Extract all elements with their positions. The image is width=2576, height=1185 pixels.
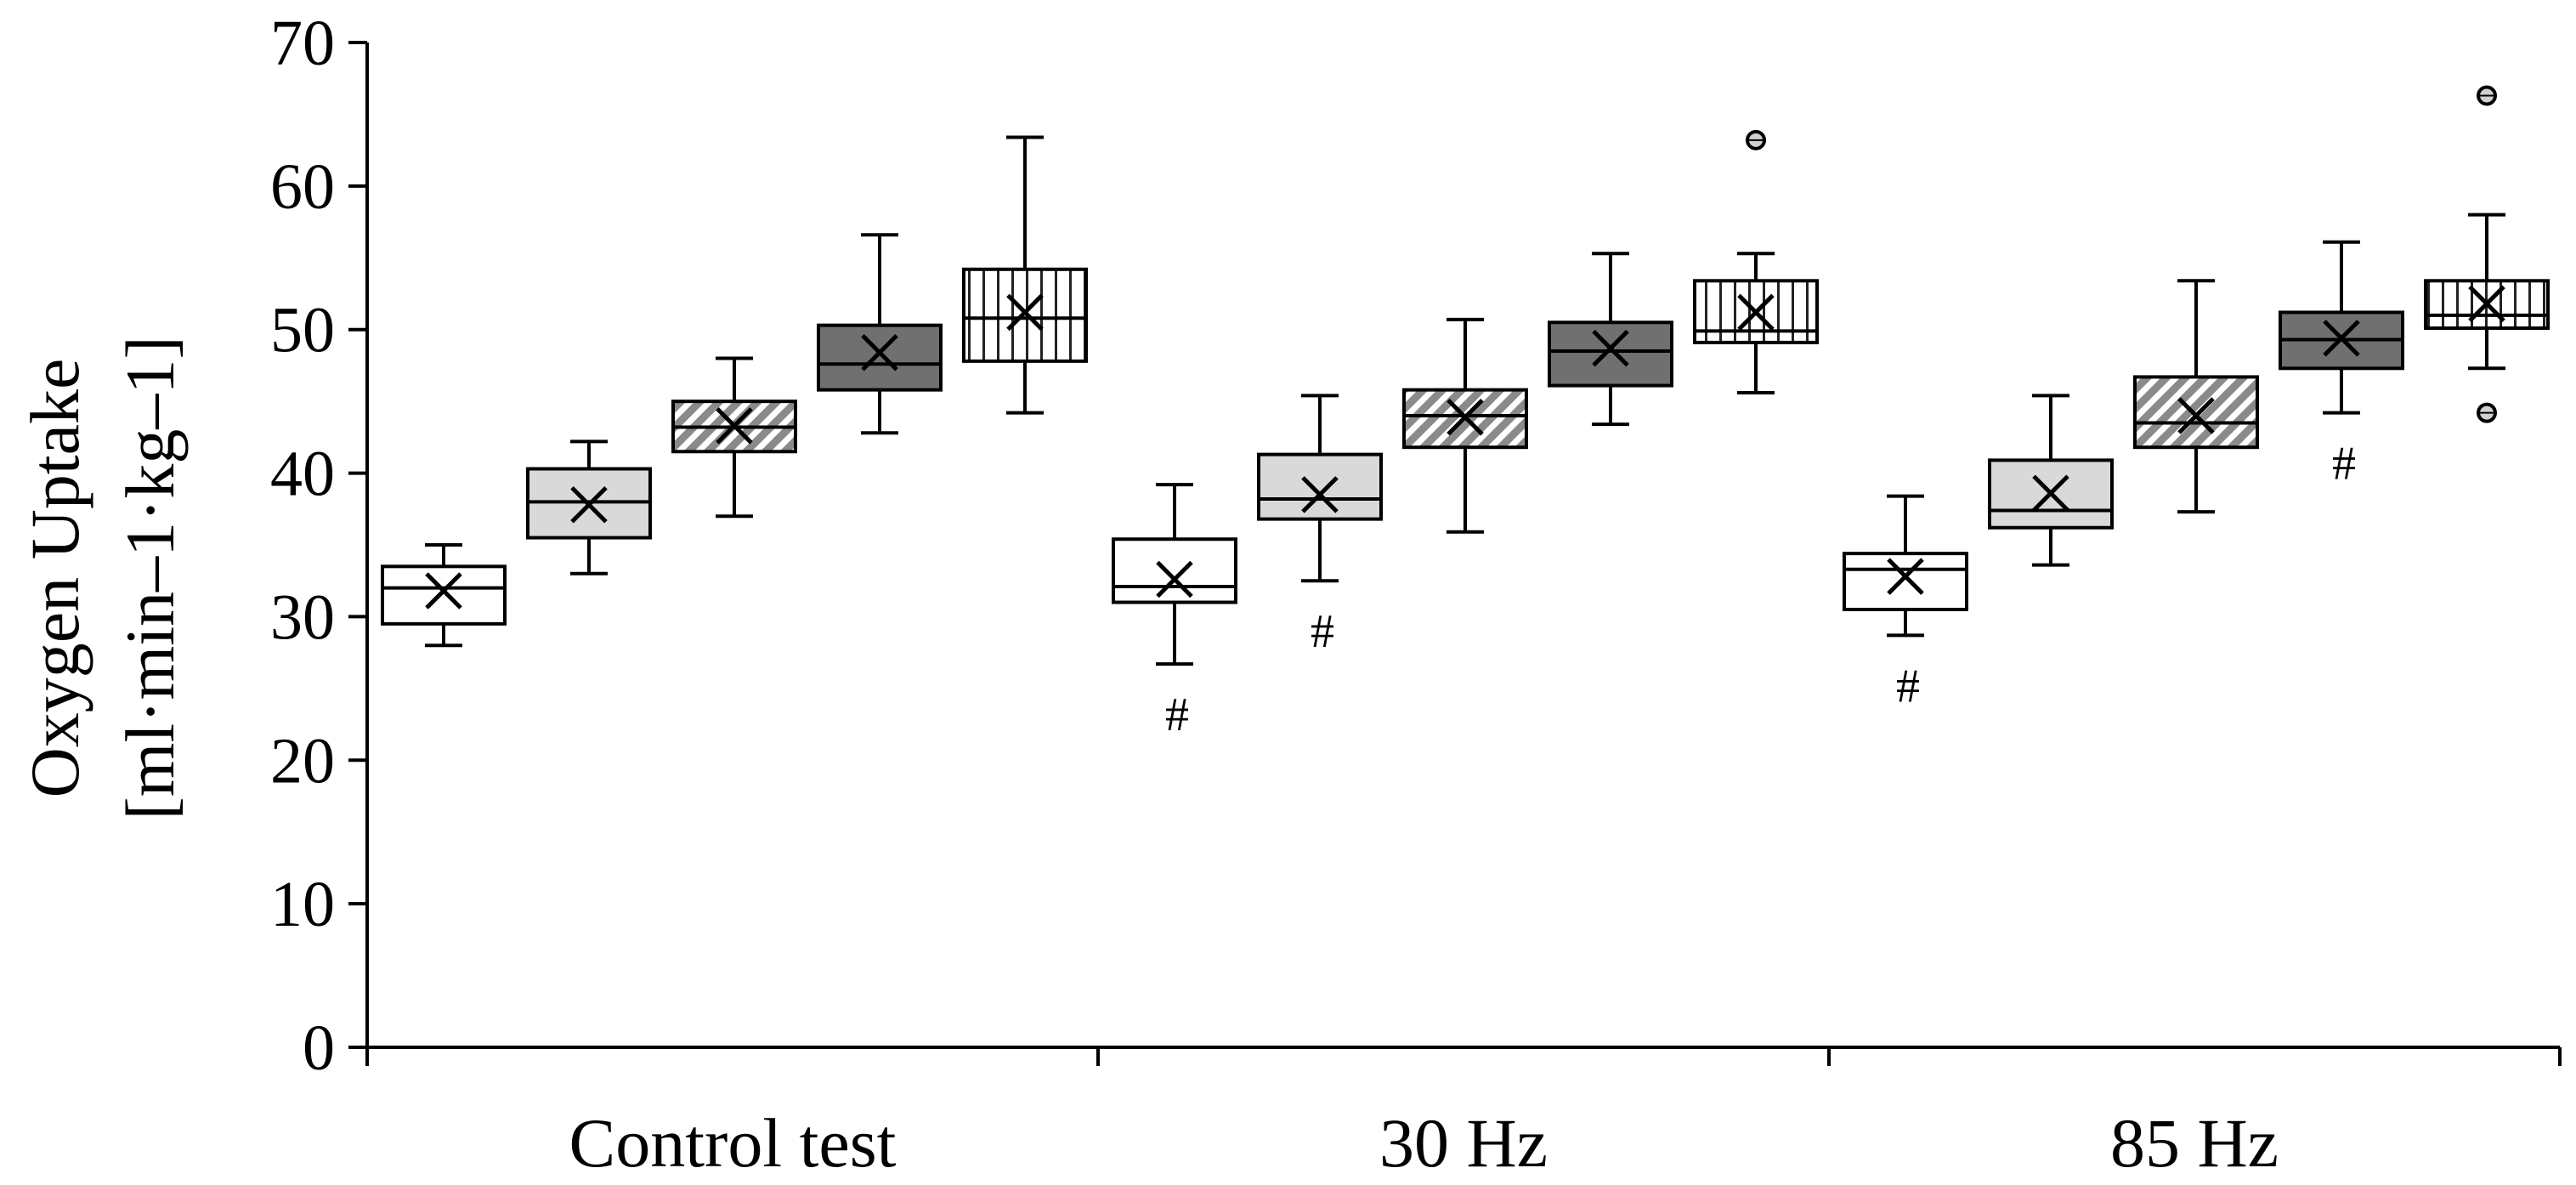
x-category-label: Control test <box>569 1104 897 1182</box>
mean-marker <box>2323 320 2360 357</box>
iqr-box <box>817 323 943 392</box>
box-plot: # <box>1112 483 1237 741</box>
box-plot <box>671 356 797 519</box>
box-plot <box>381 543 507 648</box>
box-plot: # <box>2279 240 2404 490</box>
mean-marker <box>1447 398 1484 436</box>
box-plot: # <box>1257 394 1383 658</box>
y-tick-label: 50 <box>270 295 335 366</box>
iqr-box <box>1257 452 1383 521</box>
box-group: ## <box>1843 85 2550 712</box>
significance-marker: # <box>1896 660 1920 712</box>
y-tick-label: 70 <box>270 8 335 79</box>
box-plot <box>962 135 1088 415</box>
box-group: ## <box>1112 129 1819 741</box>
mean-marker <box>2177 397 2215 434</box>
box-plot <box>1548 252 1673 427</box>
x-category-label: 85 Hz <box>2110 1104 2279 1182</box>
iqr-box <box>1548 320 1673 388</box>
y-tick-label: 0 <box>303 1012 335 1084</box>
iqr-box <box>1112 537 1237 604</box>
plot-area: #### <box>381 85 2550 741</box>
mean-marker <box>2468 285 2505 323</box>
mean-marker <box>1301 476 1339 513</box>
significance-marker: # <box>1311 605 1334 658</box>
mean-marker <box>716 407 753 445</box>
box-group <box>381 135 1088 648</box>
box-plot <box>2424 85 2550 423</box>
iqr-box <box>2424 279 2550 331</box>
box-plot <box>817 233 943 435</box>
box-plot <box>1693 129 1819 395</box>
mean-marker <box>425 572 462 610</box>
box-plot: # <box>1843 494 1968 712</box>
mean-marker <box>1592 329 1629 367</box>
x-category-label: 30 Hz <box>1379 1104 1548 1182</box>
mean-marker <box>570 485 608 524</box>
box-plot <box>1402 317 1528 534</box>
mean-marker <box>1156 560 1193 598</box>
box-plot <box>526 439 652 575</box>
y-tick-label: 20 <box>270 725 335 797</box>
y-tick-label: 30 <box>270 581 335 653</box>
box-plot <box>1988 394 2114 567</box>
y-axis-title-line-1: Oxygen Uptake <box>16 359 93 798</box>
box-plot <box>2133 279 2259 514</box>
mean-marker <box>1887 558 1924 595</box>
mean-marker <box>2032 474 2069 512</box>
significance-marker: # <box>2332 438 2356 490</box>
y-axis: 0 10 20 30 40 50 60 70 <box>270 8 369 1084</box>
y-tick-label: 40 <box>270 439 335 510</box>
iqr-box <box>2133 375 2259 450</box>
mean-marker <box>1006 293 1044 332</box>
y-tick-label: 60 <box>270 151 335 223</box>
y-axis-title-line-2: [ml·min–1·kg–1] <box>111 336 189 819</box>
iqr-box <box>381 564 507 626</box>
significance-marker: # <box>1165 689 1189 741</box>
y-tick-label: 10 <box>270 869 335 940</box>
mean-marker <box>1737 293 1775 332</box>
x-axis: Control test 30 Hz 85 Hz <box>365 1046 2562 1182</box>
iqr-box <box>1843 552 1968 611</box>
mean-marker <box>861 333 898 371</box>
y-axis-title: Oxygen Uptake [ml·min–1·kg–1] <box>16 336 189 819</box>
